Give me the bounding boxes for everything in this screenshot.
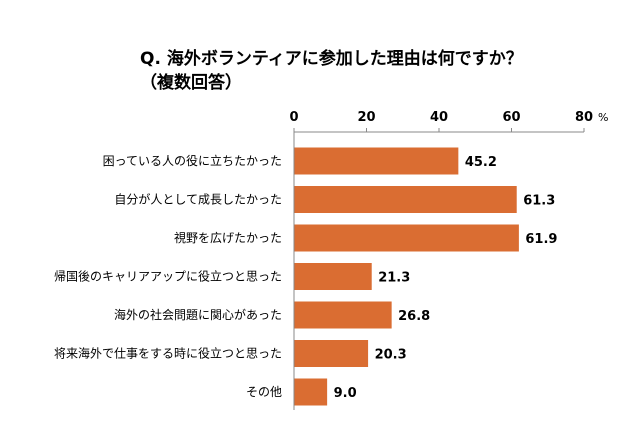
bar	[294, 301, 392, 329]
chart-subtitle: （複数回答）	[140, 73, 242, 93]
x-tick-label: 40	[430, 110, 448, 125]
category-label: 帰国後のキャリアアップに役立つと思った	[54, 269, 282, 284]
x-tick-label: 20	[357, 110, 375, 125]
value-label: 61.3	[523, 194, 555, 209]
category-label: 将来海外で仕事をする時に役立つと思った	[54, 346, 282, 361]
bar	[294, 186, 517, 213]
bar	[294, 147, 459, 175]
x-tick-label: 0	[289, 110, 298, 125]
value-label: 9.0	[334, 386, 357, 401]
bar	[294, 224, 519, 252]
category-label: 自分が人として成長したかった	[114, 192, 282, 207]
value-label: 61.9	[525, 232, 557, 247]
x-unit-label: %	[598, 111, 608, 124]
value-label: 21.3	[378, 271, 410, 286]
category-label: 困っている人の役に立ちたかった	[103, 153, 282, 168]
category-label: 視野を広げたかった	[174, 230, 282, 245]
bar	[294, 263, 372, 290]
bar	[294, 340, 369, 367]
chart-title: Q. 海外ボランティアに参加した理由は何ですか？	[140, 49, 523, 69]
x-tick-label: 80	[575, 110, 593, 125]
value-label: 45.2	[465, 155, 497, 170]
value-label: 26.8	[398, 309, 430, 324]
value-label: 20.3	[375, 348, 407, 363]
category-label: その他	[246, 385, 282, 399]
bar	[294, 378, 328, 406]
category-label: 海外の社会問題に関心があった	[114, 307, 282, 322]
x-tick-label: 60	[502, 110, 520, 125]
